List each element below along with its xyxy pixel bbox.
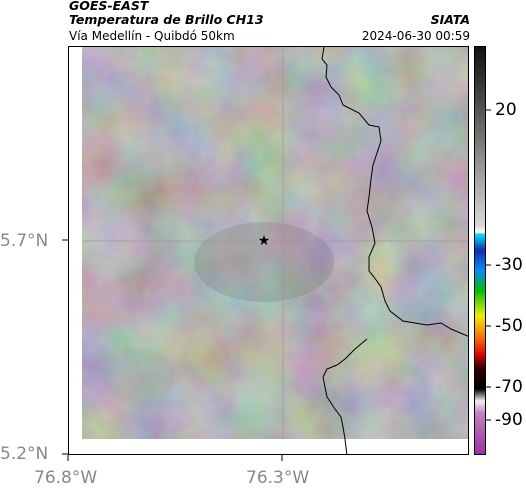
colorbar-tick-label: -90 [495, 410, 523, 430]
satellite-image: ★ [69, 47, 468, 454]
colorbar-tick-label: -70 [495, 377, 523, 397]
admin-border-south [322, 338, 368, 454]
lon-tick-label: 76.3°W [246, 468, 310, 488]
colorbar-gradient [475, 47, 485, 454]
colorbar-tick-label: -50 [495, 316, 523, 336]
lat-tick-label: 5.7°N [0, 231, 49, 251]
colorbar-tick-label: 20 [495, 100, 517, 120]
lat-tick-label: 5.2°N [0, 444, 49, 464]
colorbar-tick-label: -30 [495, 255, 523, 275]
map-panel[interactable]: ★ [68, 46, 469, 455]
lon-tick-label: 76.8°W [34, 468, 98, 488]
organization-label: SIATA [430, 12, 470, 27]
colorbar [474, 46, 486, 455]
datetime-label: 2024-06-30 00:59 [361, 29, 470, 43]
admin-border [321, 47, 468, 337]
area-label: Vía Medellín - Quibdó 50km [69, 29, 235, 43]
satellite-title: GOES-EAST [69, 0, 149, 13]
star-icon: ★ [258, 233, 271, 249]
product-title: Temperatura de Brillo CH13 [69, 12, 264, 27]
